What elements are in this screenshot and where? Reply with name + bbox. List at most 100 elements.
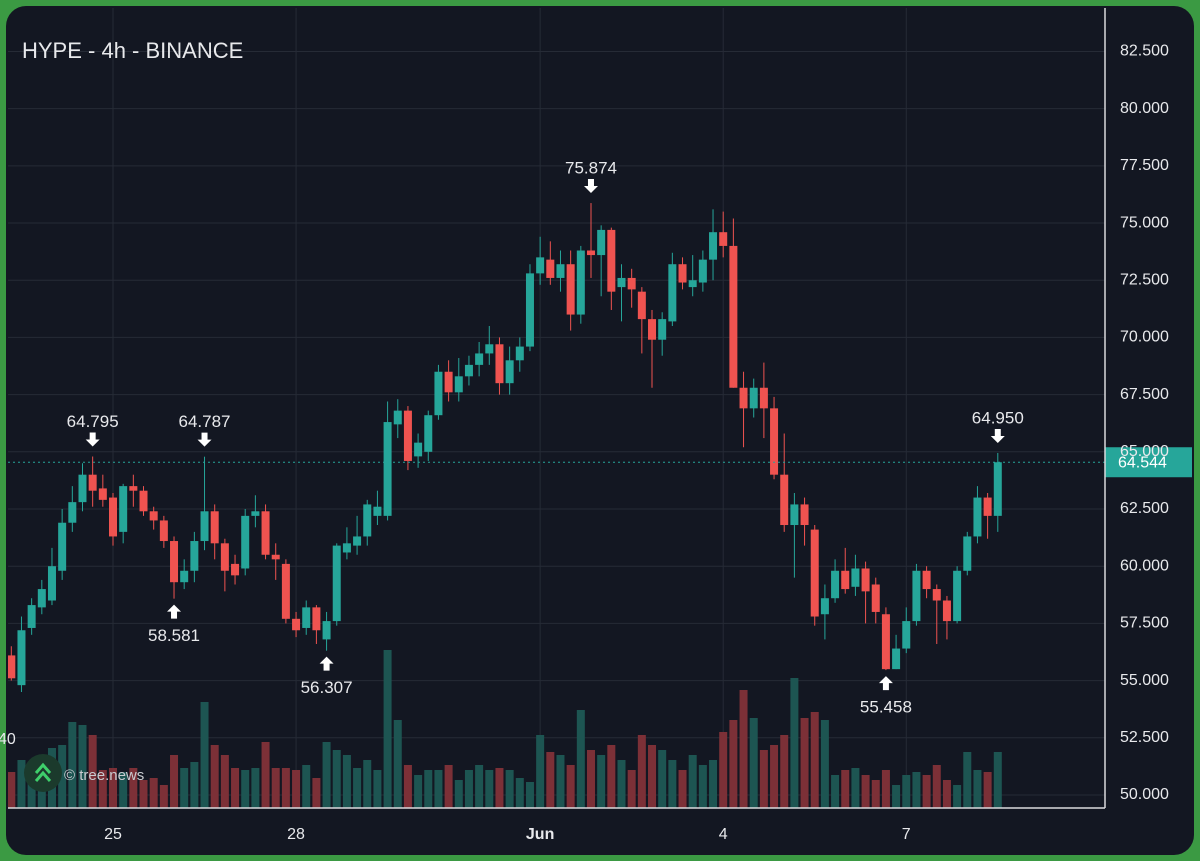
candle-body: [353, 536, 362, 546]
candle-body: [271, 554, 280, 560]
candle-body: [698, 259, 707, 283]
candle-body: [332, 545, 341, 622]
candle-body: [515, 346, 524, 361]
volume-bar: [597, 755, 606, 808]
candle-body: [200, 511, 209, 542]
volume-bar: [119, 772, 128, 808]
y-tick-label: 70.000: [1120, 329, 1169, 346]
volume-bar: [648, 745, 657, 808]
candle-body: [414, 442, 423, 457]
candle-body: [58, 522, 67, 571]
candle-body: [109, 497, 117, 537]
candle-body: [292, 618, 301, 631]
volume-bar: [353, 768, 362, 808]
volume-bar: [505, 770, 514, 808]
volume-bar: [414, 775, 423, 808]
volume-bar: [170, 755, 179, 808]
y-tick-label: 65.000: [1120, 443, 1169, 460]
candle-body: [770, 408, 779, 475]
volume-bar: [759, 750, 768, 808]
volume-bar: [668, 760, 677, 808]
candle-body: [729, 245, 738, 388]
candle-body: [597, 229, 606, 256]
y-tick-label: 72.500: [1120, 271, 1169, 288]
candle-body: [88, 474, 97, 491]
volume-bar: [68, 722, 77, 808]
candle-body: [576, 250, 585, 315]
volume-bar: [475, 765, 484, 808]
candle-body: [759, 387, 768, 409]
candle-body: [963, 536, 972, 571]
annotation-arrow: [85, 432, 100, 447]
annotation-label: 64.950: [972, 408, 1024, 427]
candle-body: [231, 563, 240, 576]
volume-bar: [98, 770, 107, 808]
y-tick-label: 75.000: [1120, 214, 1169, 231]
candle-body: [780, 474, 789, 526]
candle-body: [342, 543, 351, 553]
annotation-label: 55.458: [860, 698, 912, 717]
y-tick-label: 50.000: [1120, 786, 1169, 803]
candle-body: [810, 529, 819, 617]
candle-body: [98, 488, 107, 500]
volume-bar: [658, 750, 667, 808]
volume-bar: [403, 765, 412, 808]
candle-body: [444, 371, 453, 393]
annotation-arrow: [878, 676, 893, 691]
volume-bar: [627, 770, 636, 808]
volume-bar: [149, 778, 158, 808]
volume-bar: [129, 768, 138, 808]
volume-bar: [231, 768, 240, 808]
candle-body: [861, 568, 870, 592]
volume-bar: [790, 678, 799, 808]
candle-body: [851, 568, 860, 587]
volume-bar: [942, 780, 951, 808]
candle-body: [37, 589, 46, 608]
candle-body: [993, 462, 1002, 516]
candle-body: [159, 520, 168, 542]
x-tick-label: Jun: [526, 826, 554, 843]
volume-bar: [963, 752, 972, 808]
volume-bar: [393, 720, 402, 808]
candle-body: [363, 504, 372, 537]
volume-bar: [546, 752, 555, 808]
candle-body: [129, 486, 138, 491]
volume-bar: [180, 768, 189, 808]
y-tick-label: 62.500: [1120, 500, 1169, 517]
volume-bar: [770, 745, 779, 808]
volume-bar: [831, 775, 840, 808]
volume-bar: [88, 735, 97, 808]
volume-bar: [820, 720, 829, 808]
x-tick-label: 25: [104, 826, 122, 843]
candle-body: [485, 344, 494, 354]
candle-body: [820, 598, 829, 615]
candle-body: [607, 229, 616, 292]
volume-bar: [719, 732, 728, 808]
candle-body: [942, 600, 951, 622]
y-tick-label: 67.500: [1120, 386, 1169, 403]
candle-body: [220, 543, 229, 571]
volume-bar: [536, 735, 545, 808]
candle-body: [688, 280, 697, 288]
candle-body: [383, 422, 392, 516]
candle-body: [932, 589, 941, 601]
candle-body: [841, 570, 850, 590]
volume-bar: [495, 768, 504, 808]
candle-body: [170, 541, 179, 583]
volume-axis-label: 40: [0, 731, 16, 748]
x-tick-label: 4: [719, 826, 728, 843]
volume-bar: [281, 768, 290, 808]
candle-body: [302, 607, 311, 628]
y-tick-label: 57.500: [1120, 615, 1169, 632]
candle-body: [393, 410, 402, 425]
annotation-arrow: [990, 428, 1005, 443]
candle-body: [17, 630, 26, 686]
volume-bar: [688, 755, 697, 808]
volume-bar: [881, 770, 890, 808]
annotation-label: 64.787: [179, 412, 231, 431]
y-tick-label: 80.000: [1120, 100, 1169, 117]
volume-bar: [617, 760, 626, 808]
candle-body: [566, 264, 575, 315]
